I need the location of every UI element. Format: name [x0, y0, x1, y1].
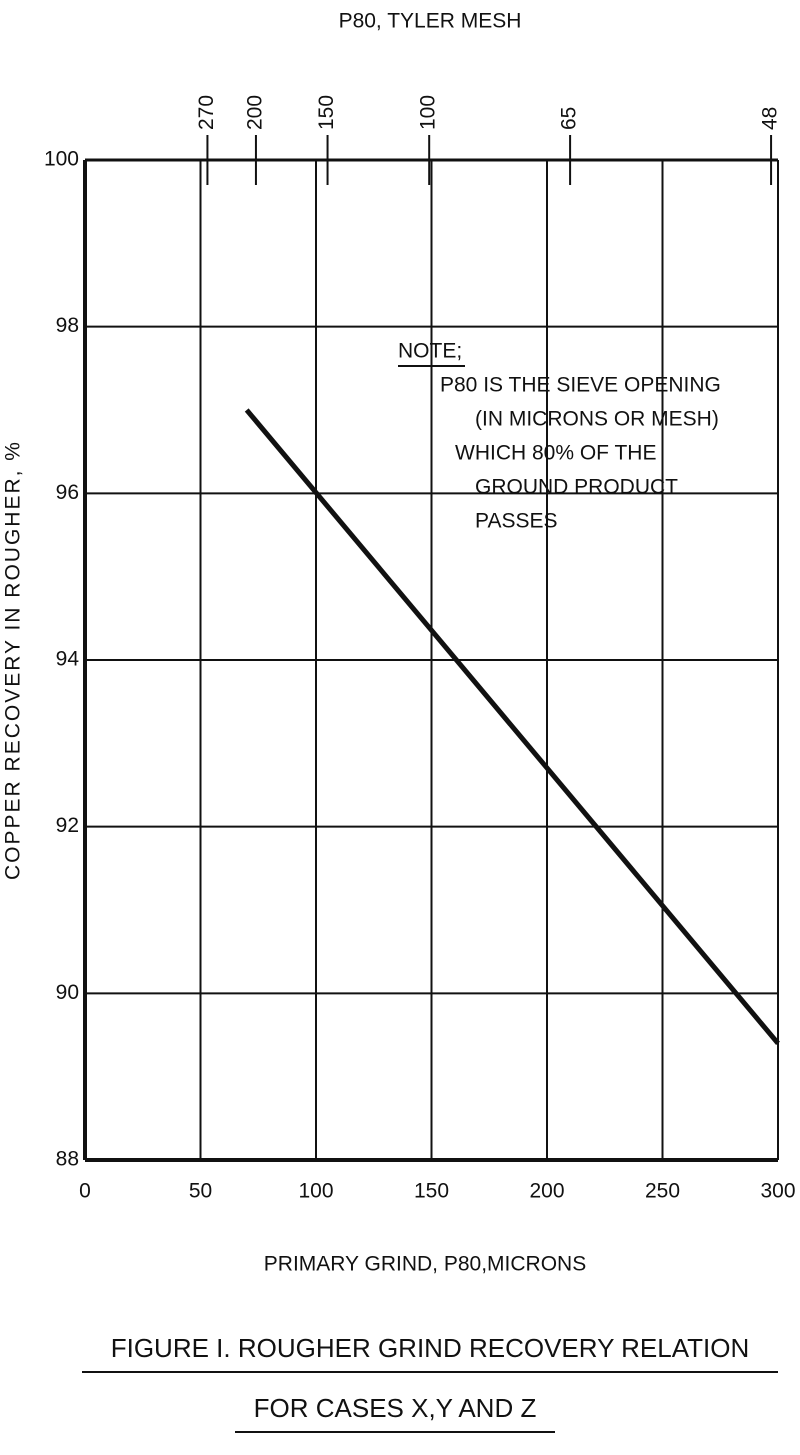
y-tick-label: 98: [56, 314, 79, 337]
x-tick-label: 250: [645, 1180, 680, 1203]
title-line: FOR CASES X,Y AND Z: [254, 1393, 537, 1423]
note-text: PASSES: [475, 510, 557, 533]
note-text: WHICH 80% OF THE: [455, 442, 656, 465]
y-tick-label: 94: [56, 648, 80, 671]
y-tick-label: 90: [56, 981, 79, 1004]
title-line: FIGURE I. ROUGHER GRIND RECOVERY RELATIO…: [111, 1333, 750, 1363]
x2-axis-label: P80, TYLER MESH: [339, 10, 522, 33]
x-tick-label: 100: [298, 1180, 333, 1203]
x2-tick-label: 150: [315, 95, 338, 130]
x-tick-label: 300: [760, 1180, 795, 1203]
x2-tick-label: 270: [195, 95, 218, 130]
y-tick-label: 92: [56, 814, 79, 837]
note-text: GROUND PRODUCT: [475, 476, 678, 499]
note-text: P80 IS THE SIEVE OPENING: [440, 374, 721, 397]
y-tick-label: 100: [44, 148, 79, 171]
y-tick-label: 96: [56, 481, 79, 504]
x2-tick-label: 65: [558, 107, 581, 130]
x2-tick-label: 48: [759, 107, 782, 130]
x-tick-label: 200: [529, 1180, 564, 1203]
x-tick-label: 150: [414, 1180, 449, 1203]
x2-tick-label: 100: [417, 95, 440, 130]
note-text: (IN MICRONS OR MESH): [475, 408, 719, 431]
x2-tick-label: 200: [243, 95, 266, 130]
x-tick-label: 50: [189, 1180, 212, 1203]
y-axis-label: COPPER RECOVERY IN ROUGHER, %: [2, 440, 25, 880]
y-tick-label: 88: [56, 1148, 79, 1171]
x-axis-label: PRIMARY GRIND, P80,MICRONS: [264, 1253, 586, 1276]
x-tick-label: 0: [79, 1180, 91, 1203]
data-line: [244, 408, 780, 1045]
note-text: NOTE;: [398, 340, 462, 363]
